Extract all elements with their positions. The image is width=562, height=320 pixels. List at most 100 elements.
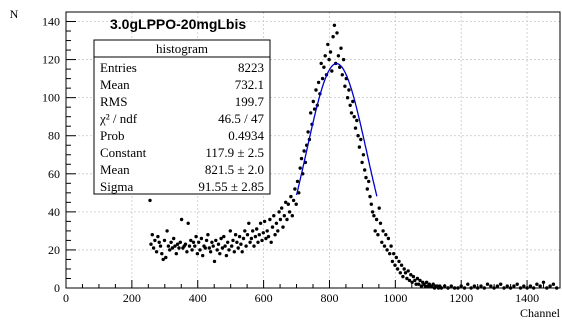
data-point	[186, 221, 190, 225]
data-point	[219, 236, 223, 241]
y-axis: 0 20 40 60 80 100 120 140	[42, 15, 76, 295]
data-point	[216, 242, 221, 246]
data-point	[372, 214, 376, 218]
data-point	[235, 240, 239, 244]
x-tick-label: 400	[189, 291, 207, 305]
data-point	[515, 282, 519, 286]
data-point	[156, 234, 160, 239]
data-point	[168, 248, 172, 252]
data-point	[149, 242, 153, 246]
data-point	[268, 217, 272, 222]
data-point	[162, 238, 167, 243]
data-point	[151, 246, 156, 250]
y-tick-label: 40	[48, 205, 60, 219]
data-point	[407, 278, 412, 283]
data-point	[230, 244, 234, 248]
data-point	[175, 242, 180, 246]
data-point	[499, 282, 503, 286]
x-tick-label: 1400	[515, 291, 539, 305]
data-point	[195, 252, 200, 256]
data-point	[541, 280, 546, 284]
data-point	[384, 233, 388, 237]
data-point	[409, 273, 413, 277]
data-point	[368, 194, 372, 199]
data-point	[278, 217, 283, 222]
data-point	[172, 236, 176, 241]
data-point	[166, 244, 171, 248]
data-point	[277, 210, 281, 214]
data-point	[199, 236, 204, 241]
data-point	[462, 286, 467, 290]
data-point	[327, 57, 331, 62]
data-point	[280, 206, 284, 210]
data-point	[489, 284, 493, 288]
data-point	[380, 240, 384, 244]
data-point	[245, 233, 250, 237]
data-point	[555, 286, 559, 290]
data-point	[345, 96, 350, 100]
data-point	[291, 198, 296, 203]
stats-label: RMS	[100, 94, 127, 109]
data-point	[240, 250, 244, 254]
data-point	[319, 61, 323, 66]
data-point	[347, 88, 351, 92]
data-point	[311, 99, 315, 104]
data-point	[164, 255, 168, 260]
x-tick-label: 1200	[449, 291, 473, 305]
data-point	[397, 259, 401, 264]
data-point	[197, 240, 201, 244]
x-axis: 0 200 400 600 800 1000 1200 1400	[63, 280, 561, 305]
data-point	[247, 221, 251, 225]
data-point	[405, 276, 409, 281]
data-point	[161, 257, 165, 262]
data-point	[508, 286, 513, 290]
data-point	[394, 255, 398, 260]
data-point	[285, 217, 289, 222]
stats-label: Entries	[100, 60, 137, 75]
data-point	[525, 286, 529, 290]
data-point	[174, 252, 178, 256]
data-point	[352, 115, 356, 119]
data-point	[169, 240, 173, 244]
data-point	[237, 234, 242, 239]
data-point	[274, 221, 279, 225]
data-point	[370, 210, 375, 214]
stats-value: 199.7	[235, 94, 265, 109]
stats-value: 117.9 ± 2.5	[205, 145, 264, 160]
data-point	[243, 229, 247, 233]
data-point	[361, 153, 366, 157]
data-point	[256, 240, 260, 244]
data-point	[419, 284, 424, 288]
data-point	[272, 214, 276, 218]
stats-label: Mean	[100, 162, 130, 177]
data-point	[224, 253, 229, 258]
data-point	[201, 253, 205, 258]
data-point	[286, 202, 290, 206]
data-point	[446, 286, 450, 290]
data-point	[189, 238, 193, 243]
data-point	[349, 111, 354, 115]
x-tick-label: 600	[255, 291, 273, 305]
stats-box: histogram Entries 8223 Mean 732.1 RMS 199.7 χ²…	[93, 39, 271, 195]
x-tick-label: 800	[320, 291, 338, 305]
stats-box-frame	[93, 39, 271, 195]
data-point	[284, 200, 288, 204]
data-point	[210, 240, 214, 244]
data-point	[299, 156, 304, 161]
stats-value: 732.1	[235, 77, 264, 92]
data-point	[423, 284, 427, 288]
stats-rows: Entries 8223 Mean 732.1 RMS 199.7 χ² / ndf 46.5…	[99, 60, 265, 194]
data-point	[287, 210, 292, 214]
data-point	[223, 244, 227, 248]
gaussian-fit-curve	[295, 62, 378, 197]
data-point	[330, 69, 334, 73]
data-point	[231, 238, 235, 243]
data-point	[492, 286, 496, 290]
y-tick-label: 120	[42, 53, 60, 67]
stats-value: 8223	[238, 60, 264, 75]
data-point	[150, 233, 154, 237]
data-point	[459, 284, 463, 288]
data-point	[522, 284, 526, 288]
data-point	[316, 80, 321, 85]
data-point	[326, 42, 330, 47]
